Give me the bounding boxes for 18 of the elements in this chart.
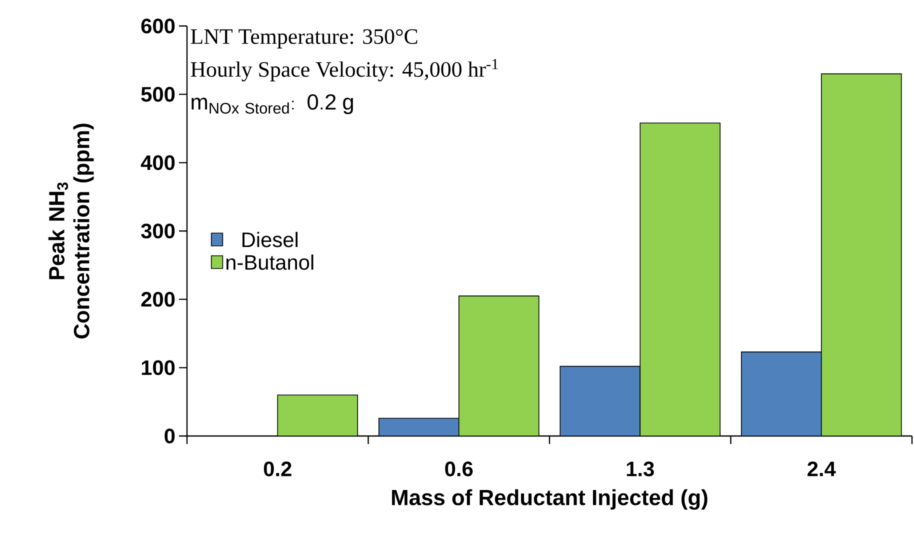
legend-label: Diesel [242,232,298,248]
y-tick-label: 400 [140,155,175,170]
y-tick-label: 600 [141,18,175,34]
y-axis-title: Peak NH$_{3}$ Concentration (ppm) [48,124,94,338]
y-tick-label: 300 [141,224,175,238]
annotation: $\mathrm{m}_{\mathrm{NOx\ Stored}}\mathrm{:\ 0.2\ g}$ [192,94,353,114]
y-tick-label: 100 [142,360,175,376]
annotation: LNT Temperature: 350°C [190,29,418,48]
annotation: Hourly Space Velocity: 45,000 hr$^{-1}$ [190,59,498,82]
x-axis-title: Mass of Reductant Injected (g) [392,489,708,510]
x-tick-label: 1.3 [626,462,654,476]
x-tick-label: 0.2 [264,462,292,476]
x-tick-label: 0.6 [445,462,473,476]
y-tick-label: 500 [141,86,175,102]
legend-label: n-Butanol [226,254,314,270]
y-tick-label: 200 [141,292,175,307]
y-tick-label: 0 [164,428,175,444]
x-tick-label: 2.4 [808,462,836,476]
